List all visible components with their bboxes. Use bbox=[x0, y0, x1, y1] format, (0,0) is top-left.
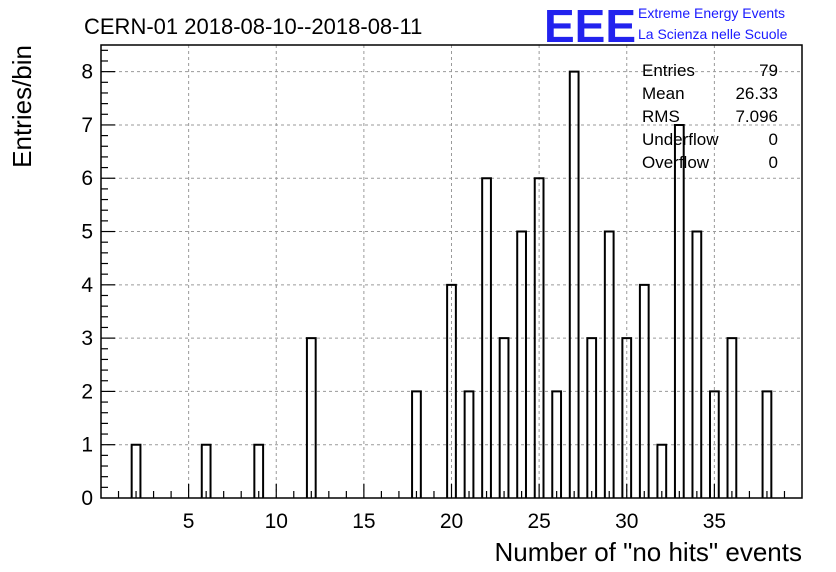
histogram-bar bbox=[673, 123, 685, 498]
x-tick-label: 30 bbox=[615, 510, 638, 533]
x-tick-label: 20 bbox=[440, 510, 463, 533]
histogram-bar bbox=[516, 230, 527, 498]
y-tick-label: 5 bbox=[81, 221, 93, 244]
stats-box: Entries 79 Mean 26.33 RMS 7.096 Underflow 0 Over… bbox=[642, 61, 778, 172]
histogram-bar bbox=[551, 390, 563, 498]
y-tick-label: 3 bbox=[81, 327, 93, 350]
stats-value: 79 bbox=[759, 61, 778, 80]
histogram-bar bbox=[130, 443, 142, 498]
chart-title: CERN-01 2018-08-10--2018-08-11 bbox=[84, 14, 422, 39]
histogram-bar bbox=[498, 337, 510, 498]
histogram-bar bbox=[446, 283, 457, 498]
histogram-bar bbox=[463, 390, 475, 498]
x-tick-label: 15 bbox=[352, 510, 375, 533]
stats-value: 26.33 bbox=[735, 84, 778, 103]
y-tick-label: 4 bbox=[81, 274, 93, 297]
stats-value: 0 bbox=[769, 153, 778, 172]
y-tick-label: 8 bbox=[81, 61, 93, 84]
stats-label: Mean bbox=[642, 84, 685, 103]
stats-label: Overflow bbox=[642, 153, 710, 172]
histogram-bars bbox=[130, 70, 773, 498]
x-tick-label: 10 bbox=[265, 510, 288, 533]
histogram-bar bbox=[638, 283, 650, 498]
x-axis-title: Number of "no hits" events bbox=[495, 537, 803, 567]
histogram-bar bbox=[411, 390, 422, 498]
histogram-bar bbox=[726, 337, 738, 498]
y-tick-label: 6 bbox=[81, 167, 93, 190]
x-tick-label: 35 bbox=[703, 510, 726, 533]
stats-value: 7.096 bbox=[735, 107, 778, 126]
histogram-bar bbox=[568, 70, 580, 498]
tick-labels: 5 10 15 20 25 30 35 0 1 2 3 4 5 6 7 8 bbox=[81, 61, 726, 533]
stats-label: RMS bbox=[642, 107, 680, 126]
stats-label: Entries bbox=[642, 61, 695, 80]
y-tick-label: 0 bbox=[81, 487, 93, 510]
histogram-bar bbox=[603, 230, 615, 498]
histogram-bar bbox=[761, 390, 773, 498]
histogram-bar bbox=[253, 443, 265, 498]
logo-mark: EEE bbox=[544, 0, 636, 52]
stats-value: 0 bbox=[769, 130, 778, 149]
grid-lines bbox=[101, 45, 802, 498]
x-tick-label: 5 bbox=[183, 510, 195, 533]
y-tick-label: 1 bbox=[81, 434, 93, 457]
histogram-bar bbox=[691, 230, 703, 498]
y-tick-label: 2 bbox=[81, 380, 93, 403]
histogram-bar bbox=[200, 443, 212, 498]
histogram-bar bbox=[708, 390, 720, 498]
x-tick-label: 25 bbox=[527, 510, 550, 533]
axis-ticks bbox=[101, 49, 786, 498]
histogram-bar bbox=[533, 177, 545, 498]
histogram-bar bbox=[586, 337, 598, 498]
logo-line-1: Extreme Energy Events bbox=[638, 5, 785, 21]
histogram-bar bbox=[305, 337, 317, 498]
histogram-bar bbox=[656, 443, 668, 498]
histogram-bar bbox=[621, 337, 633, 498]
eee-logo: EEE Extreme Energy Events La Scienza nel… bbox=[544, 0, 788, 52]
logo-line-2: La Scienza nelle Scuole bbox=[638, 26, 788, 42]
y-tick-label: 7 bbox=[81, 114, 93, 137]
histogram-bar bbox=[481, 177, 492, 498]
y-axis-title: Entries/bin bbox=[7, 45, 37, 168]
stats-label: Underflow bbox=[642, 130, 719, 149]
